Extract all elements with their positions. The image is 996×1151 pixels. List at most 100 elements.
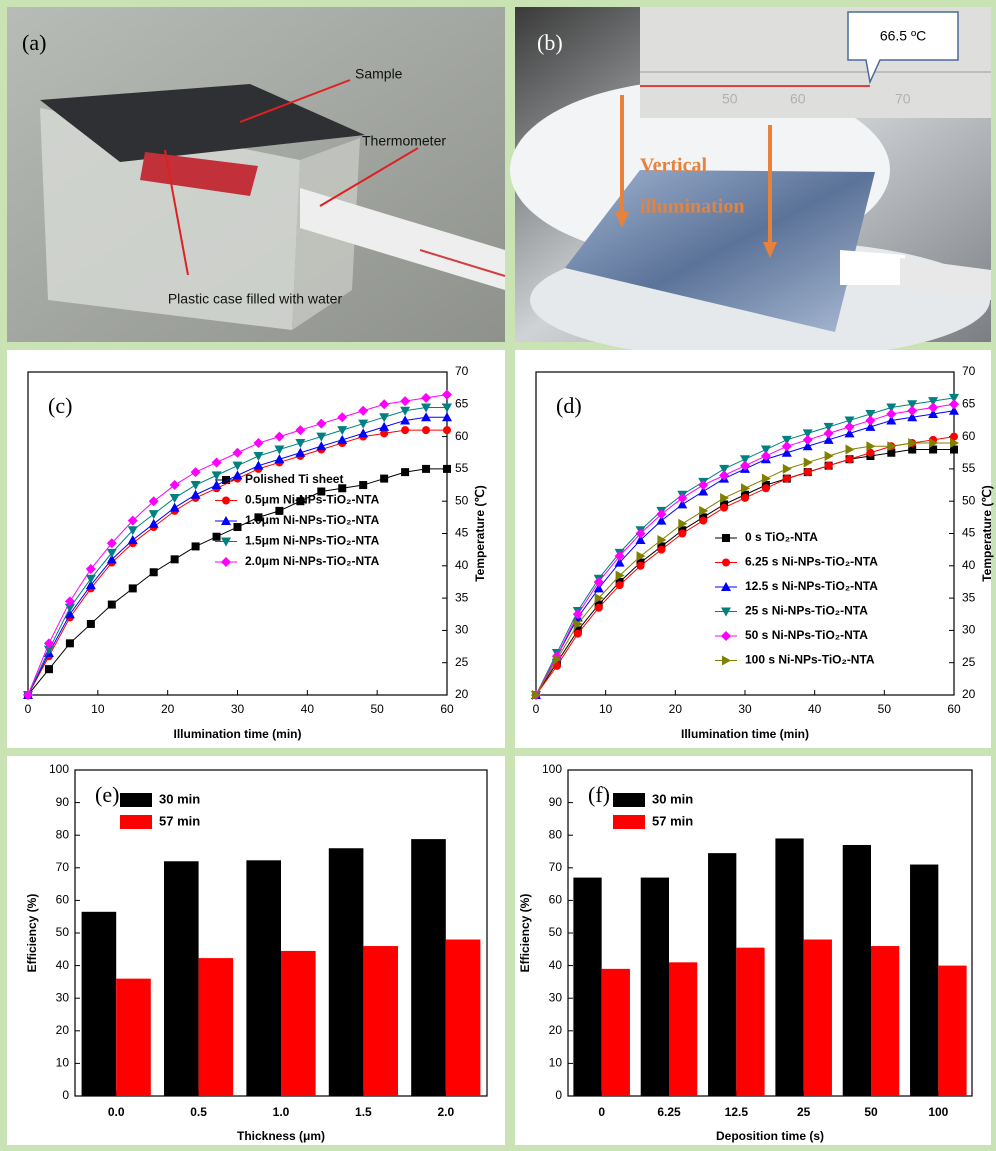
legend-label: 25 s Ni-NPs-TiO₂-NTA	[745, 604, 868, 618]
marker	[422, 426, 430, 434]
bar	[281, 951, 316, 1096]
marker	[171, 555, 179, 563]
marker	[657, 546, 665, 554]
marker	[401, 468, 409, 476]
marker	[45, 665, 53, 673]
bar	[775, 838, 803, 1096]
scale-label: 70	[895, 91, 911, 107]
x-axis-title: Deposition time (s)	[716, 1129, 824, 1143]
bar	[199, 958, 234, 1096]
x-tick-label: 50	[370, 702, 384, 716]
bar	[164, 861, 199, 1096]
bar	[804, 940, 832, 1096]
marker	[443, 465, 451, 473]
x-tick-label: 1.0	[273, 1105, 290, 1119]
x-tick-label: 50	[878, 702, 892, 716]
y-tick-label: 20	[549, 1023, 563, 1037]
bar	[411, 839, 446, 1096]
bar	[641, 878, 669, 1096]
y-tick-label: 30	[56, 990, 70, 1004]
legend-label: 2.0μm Ni-NPs-TiO₂-NTA	[245, 554, 380, 568]
panel	[7, 350, 505, 748]
panel-label: (b)	[537, 30, 563, 55]
y-tick-label: 30	[962, 623, 976, 637]
marker	[66, 639, 74, 647]
x-tick-label: 20	[161, 702, 175, 716]
bar	[602, 969, 630, 1096]
legend-swatch	[120, 815, 152, 829]
legend-label: 12.5 s Ni-NPs-TiO₂-NTA	[745, 579, 878, 593]
bar	[363, 946, 398, 1096]
annotation: illumination	[640, 196, 744, 218]
marker	[108, 601, 116, 609]
y-tick-label: 90	[56, 795, 70, 809]
y-tick-label: 40	[56, 958, 70, 972]
marker	[783, 475, 791, 483]
x-axis-title: Illumination time (min)	[681, 727, 809, 741]
x-axis-title: Thickness (μm)	[237, 1129, 325, 1143]
y-tick-label: 40	[962, 558, 976, 572]
panel-label: (d)	[556, 393, 582, 418]
figure: (a) Sample Thermometer Plastic case fill…	[0, 0, 996, 1151]
y-tick-label: 70	[549, 860, 563, 874]
marker	[595, 604, 603, 612]
y-tick-label: 45	[962, 526, 976, 540]
y-tick-label: 20	[56, 1023, 70, 1037]
panel-label: (f)	[588, 782, 610, 807]
bar	[573, 878, 601, 1096]
x-tick-label: 0	[25, 702, 32, 716]
y-tick-label: 10	[549, 1056, 563, 1070]
legend-marker	[722, 534, 730, 542]
legend-label: 50 s Ni-NPs-TiO₂-NTA	[745, 628, 868, 642]
x-tick-label: 1.5	[355, 1105, 372, 1119]
legend-label: 0 s TiO₂-NTA	[745, 530, 818, 544]
bar	[246, 860, 281, 1096]
bar	[446, 940, 481, 1096]
x-tick-label: 60	[440, 702, 454, 716]
y-tick-label: 50	[455, 493, 469, 507]
marker	[616, 581, 624, 589]
x-tick-label: 6.25	[657, 1105, 681, 1119]
y-tick-label: 30	[549, 990, 563, 1004]
bar	[843, 845, 871, 1096]
y-tick-label: 80	[56, 827, 70, 841]
y-tick-label: 60	[56, 893, 70, 907]
y-axis-title: Efficiency (%)	[518, 894, 532, 973]
marker	[804, 468, 812, 476]
annotation: Vertical	[640, 155, 707, 177]
y-tick-label: 35	[962, 590, 976, 604]
y-tick-label: 40	[455, 558, 469, 572]
x-tick-label: 20	[669, 702, 683, 716]
x-tick-label: 0.0	[108, 1105, 125, 1119]
y-tick-label: 80	[549, 827, 563, 841]
bar	[938, 966, 966, 1096]
y-tick-label: 10	[56, 1056, 70, 1070]
x-tick-label: 40	[301, 702, 315, 716]
marker	[380, 475, 388, 483]
legend-label: 30 min	[159, 791, 200, 806]
legend-marker	[222, 497, 230, 505]
legend-label: 100 s Ni-NPs-TiO₂-NTA	[745, 653, 875, 667]
marker	[422, 465, 430, 473]
y-tick-label: 30	[455, 623, 469, 637]
y-tick-label: 0	[62, 1088, 69, 1102]
x-tick-label: 60	[947, 702, 961, 716]
panel-label: (c)	[48, 393, 72, 418]
legend-label: 1.0μm Ni-NPs-TiO₂-NTA	[245, 513, 380, 527]
scale-label: 60	[790, 91, 806, 107]
marker	[401, 426, 409, 434]
marker	[678, 530, 686, 538]
marker	[846, 455, 854, 463]
legend-label: 57 min	[652, 813, 693, 828]
panel-label: (a)	[22, 30, 46, 55]
marker	[192, 542, 200, 550]
legend-label: 1.5μm Ni-NPs-TiO₂-NTA	[245, 534, 380, 548]
marker	[637, 562, 645, 570]
y-tick-label: 65	[455, 396, 469, 410]
y-tick-label: 100	[542, 762, 562, 776]
marker	[762, 484, 770, 492]
y-tick-label: 60	[549, 893, 563, 907]
x-tick-label: 10	[91, 702, 105, 716]
annotation: Plastic case filled with water	[168, 291, 343, 307]
y-tick-label: 100	[49, 762, 69, 776]
